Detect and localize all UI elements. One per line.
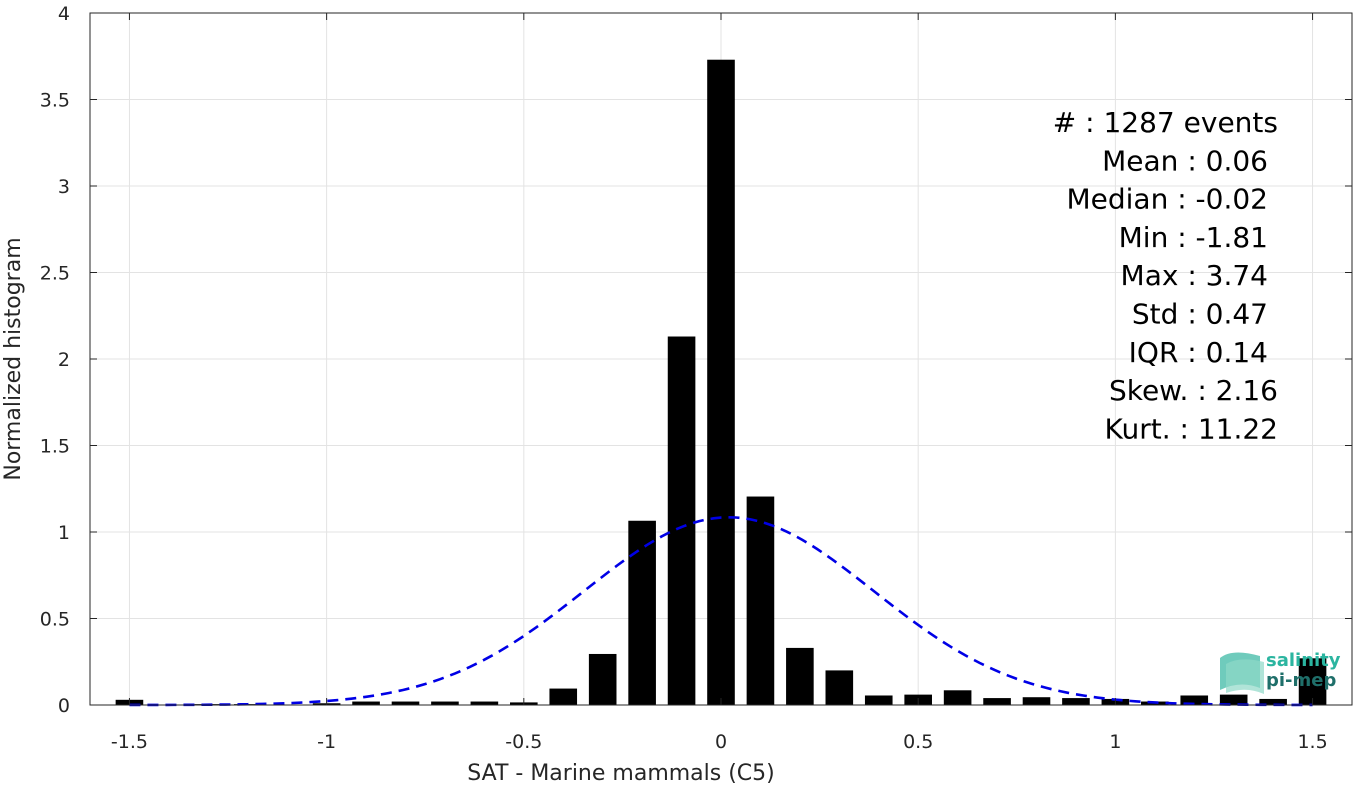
y-tick-label: 2.5 [40, 263, 70, 285]
histogram-bar [746, 496, 775, 705]
salinity-pi-mep-logo: salinity pi-mep [1220, 650, 1341, 694]
histogram-bar [588, 653, 617, 705]
stat-line: # : 1287 events [1053, 106, 1278, 139]
histogram-bar [1062, 698, 1090, 705]
x-axis-label: SAT - Marine mammals (C5) [467, 761, 775, 785]
histogram-bar [1022, 697, 1051, 705]
logo-text-pi-mep: pi-mep [1266, 670, 1336, 691]
stat-line: Kurt. : 11.22 [1105, 412, 1279, 445]
stat-line: Std : 0.47 [1132, 298, 1268, 331]
logo-text-salinity: salinity [1266, 650, 1341, 671]
y-tick-label: 3.5 [40, 90, 70, 112]
logo-icon [1220, 652, 1264, 694]
stat-line: Mean : 0.06 [1102, 144, 1268, 177]
x-tick-label: 1 [1109, 731, 1121, 753]
x-tick-label: -1.5 [111, 731, 148, 753]
histogram-bar [1180, 695, 1209, 705]
histogram-bar [431, 701, 459, 705]
y-tick-labels: 0 0.5 1 1.5 2 2.5 3 3.5 4 [40, 3, 70, 717]
histogram-bar [391, 701, 420, 705]
histogram-bar [1259, 698, 1287, 705]
x-tick-label: 1.5 [1297, 731, 1327, 753]
histogram-bar [1298, 658, 1327, 705]
y-tick-label: 0 [58, 695, 70, 717]
statistics-box: # : 1287 events Mean : 0.06 Median : -0.02… [1053, 106, 1278, 445]
histogram-bar [470, 701, 499, 705]
x-tick-label: 0.5 [903, 731, 933, 753]
x-tick-label: -1 [317, 731, 336, 753]
histogram-bar [943, 690, 972, 705]
y-tick-label: 0.5 [40, 609, 70, 631]
stat-line: IQR : 0.14 [1129, 336, 1268, 369]
y-tick-label: 1 [58, 522, 70, 544]
histogram-bar [352, 701, 380, 705]
stat-line: Median : -0.02 [1066, 183, 1268, 216]
histogram-bar [707, 59, 735, 705]
histogram-bar [983, 698, 1011, 705]
stat-line: Min : -1.81 [1119, 221, 1268, 254]
y-axis-label: Normalized histogram [1, 237, 26, 480]
histogram-bar [549, 688, 578, 705]
bars [115, 59, 1327, 705]
histogram-bar [864, 695, 893, 705]
x-tick-label: -0.5 [505, 731, 542, 753]
axis-ticks [90, 12, 1352, 706]
histogram-bar [628, 520, 656, 705]
histogram-bar [667, 336, 696, 705]
histogram-bar [786, 647, 814, 705]
histogram-bar [825, 670, 854, 705]
stat-line: Max : 3.74 [1121, 259, 1268, 292]
x-tick-labels: -1.5 -1 -0.5 0 0.5 1 1.5 [111, 731, 1328, 753]
stat-line: Skew. : 2.16 [1109, 374, 1278, 407]
y-tick-label: 3 [58, 176, 70, 198]
y-tick-label: 4 [58, 3, 70, 25]
histogram-bar [1219, 694, 1248, 705]
y-tick-label: 2 [58, 349, 70, 371]
y-tick-label: 1.5 [40, 436, 70, 458]
x-tick-label: 0 [715, 731, 727, 753]
